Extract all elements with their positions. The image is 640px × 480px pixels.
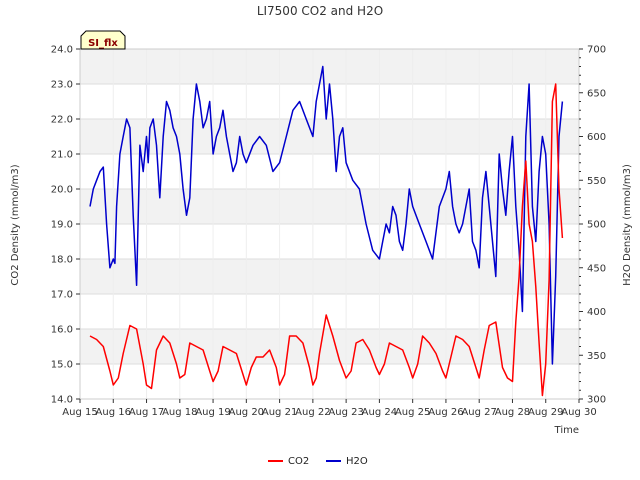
y-left-tick-label: 14.0 [51, 395, 73, 406]
y-left-tick-label: 24.0 [51, 45, 73, 56]
y-axis-right-label: H2O Density (mmol/m3) [622, 164, 633, 286]
y-right-tick-label: 500 [587, 220, 606, 231]
legend-label-co2: CO2 [288, 456, 309, 467]
y-right-tick-label: 300 [587, 395, 606, 406]
y-right-tick-label: 400 [587, 307, 606, 318]
x-tick-label: Aug 26 [428, 407, 463, 418]
background-band [80, 49, 579, 84]
background-band [80, 189, 579, 224]
y-left-tick-label: 21.0 [51, 150, 73, 161]
x-tick-label: Aug 19 [195, 407, 230, 418]
legend-label-h2o: H2O [346, 456, 368, 467]
y-left-tick-label: 16.0 [51, 325, 73, 336]
flag-badge-shape [80, 30, 126, 50]
x-axis-label: Time [554, 425, 579, 436]
y-left-tick-label: 17.0 [51, 290, 73, 301]
series-layer [89, 65, 564, 397]
series-line-h2o [89, 65, 564, 365]
y-left-tick-label: 15.0 [51, 360, 73, 371]
x-tick-label: Aug 24 [362, 407, 397, 418]
x-tick-label: Aug 17 [129, 407, 164, 418]
flag-badge: SI_flx [80, 30, 126, 50]
x-tick-label: Aug 27 [461, 407, 496, 418]
x-tick-label: Aug 28 [495, 407, 530, 418]
x-tick-label: Aug 20 [229, 407, 264, 418]
y-left-tick-label: 22.0 [51, 115, 73, 126]
x-tick-label: Aug 22 [295, 407, 330, 418]
y-right-tick-label: 650 [587, 88, 606, 99]
background-band [80, 329, 579, 364]
background-band [80, 259, 579, 294]
x-tick-label: Aug 21 [262, 407, 297, 418]
flag-badge-label: SI_flx [88, 38, 118, 49]
y-right-tick-label: 450 [587, 263, 606, 274]
y-right-tick-label: 350 [587, 351, 606, 362]
legend: CO2 H2O [268, 456, 368, 467]
y-left-tick-label: 20.0 [51, 185, 73, 196]
x-tick-label: Aug 30 [561, 407, 596, 418]
x-tick-label: Aug 18 [162, 407, 197, 418]
y-right-tick-label: 700 [587, 45, 606, 56]
x-tick-label: Aug 25 [395, 407, 430, 418]
y-right-tick-label: 600 [587, 132, 606, 143]
y-left-tick-label: 19.0 [51, 220, 73, 231]
y-right-tick-label: 550 [587, 176, 606, 187]
y-left-tick-label: 23.0 [51, 80, 73, 91]
chart-title: LI7500 CO2 and H2O [257, 4, 383, 18]
y-left-tick-label: 18.0 [51, 255, 73, 266]
x-tick-label: Aug 23 [328, 407, 363, 418]
x-tick-label: Aug 16 [96, 407, 131, 418]
x-tick-label: Aug 29 [528, 407, 563, 418]
series-line-co2 [89, 83, 564, 397]
y-axis-left-label: CO2 Density (mmol/m3) [10, 164, 21, 285]
x-tick-label: Aug 15 [62, 407, 97, 418]
